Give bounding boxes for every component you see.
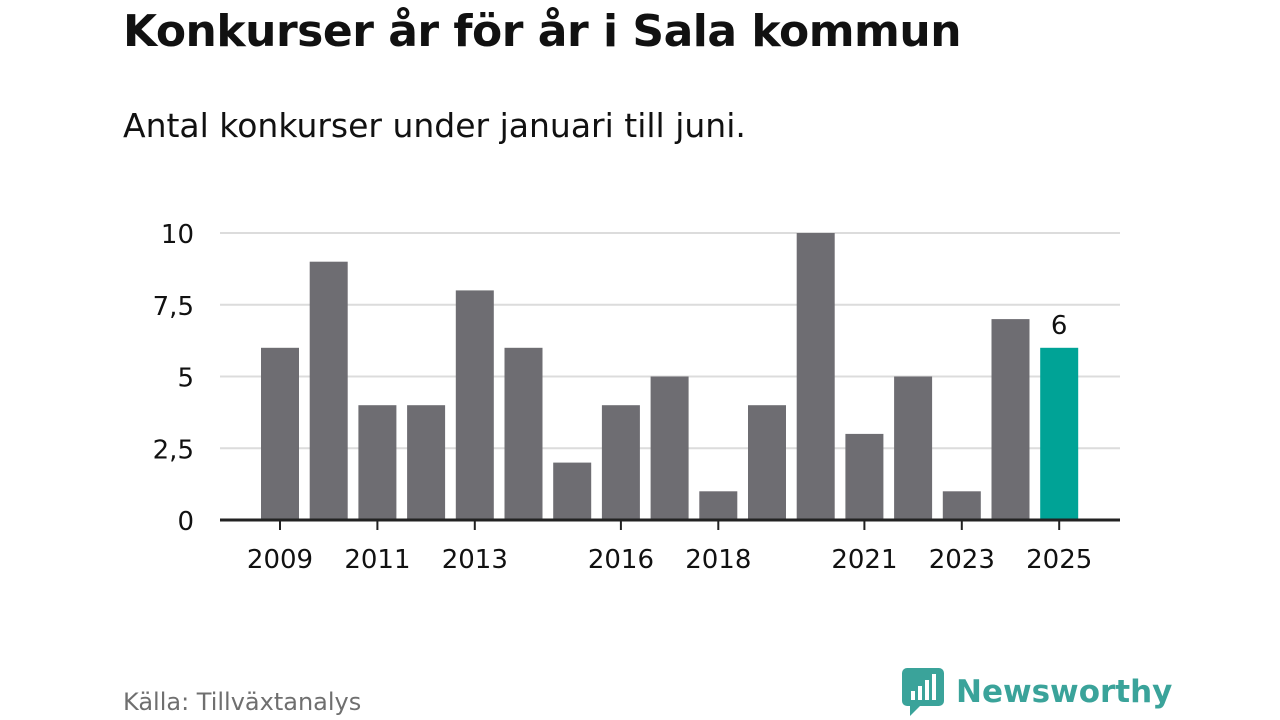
x-tick-label: 2025 bbox=[1026, 545, 1092, 575]
source-note: Källa: Tillväxtanalys bbox=[123, 688, 362, 716]
bar-chart-speech-bubble-icon bbox=[902, 668, 944, 716]
y-tick-label: 10 bbox=[161, 220, 194, 250]
chart-title: Konkurser år för år i Sala kommun bbox=[123, 6, 962, 57]
x-tick-label: 2009 bbox=[247, 545, 313, 575]
x-axis-ticks: 2009 2011 2013 2016 2018 2021 2023 2025 bbox=[247, 520, 1092, 575]
bar-2016 bbox=[601, 405, 640, 520]
bar-2014 bbox=[504, 347, 543, 520]
data-labels: 6 bbox=[1051, 311, 1068, 341]
bar-2020 bbox=[796, 233, 835, 520]
y-tick-label: 2,5 bbox=[153, 435, 194, 465]
x-tick-label: 2016 bbox=[588, 545, 654, 575]
brand-name: Newsworthy bbox=[956, 674, 1173, 710]
bar-2009 bbox=[261, 347, 299, 520]
y-axis-ticks: 0 2,5 5 7,5 10 bbox=[153, 220, 194, 537]
bar-2019 bbox=[748, 405, 786, 520]
x-tick-label: 2023 bbox=[929, 545, 995, 575]
bar-2024 bbox=[991, 319, 1030, 520]
chart-subtitle: Antal konkurser under januari till juni. bbox=[123, 106, 746, 145]
brand: Newsworthy bbox=[902, 668, 1172, 716]
bar-2013 bbox=[455, 290, 494, 520]
bar-2017 bbox=[650, 376, 689, 520]
bar-2022 bbox=[894, 376, 933, 520]
bar-2021 bbox=[845, 433, 884, 520]
bar-2010 bbox=[309, 261, 348, 520]
data-label: 6 bbox=[1051, 311, 1068, 341]
y-tick-label: 7,5 bbox=[153, 292, 194, 322]
x-tick-label: 2011 bbox=[344, 545, 410, 575]
bar-2025 bbox=[1040, 347, 1079, 520]
bar-2011 bbox=[358, 405, 397, 520]
x-tick-label: 2013 bbox=[442, 545, 508, 575]
x-tick-label: 2018 bbox=[685, 545, 751, 575]
bar-2015 bbox=[553, 462, 592, 520]
x-tick-label: 2021 bbox=[831, 545, 897, 575]
y-tick-label: 5 bbox=[177, 364, 194, 394]
bars bbox=[261, 233, 1079, 520]
bar-2018 bbox=[699, 491, 738, 520]
bar-2012 bbox=[407, 405, 446, 520]
y-tick-label: 0 bbox=[177, 507, 194, 537]
bar-2023 bbox=[942, 491, 981, 520]
